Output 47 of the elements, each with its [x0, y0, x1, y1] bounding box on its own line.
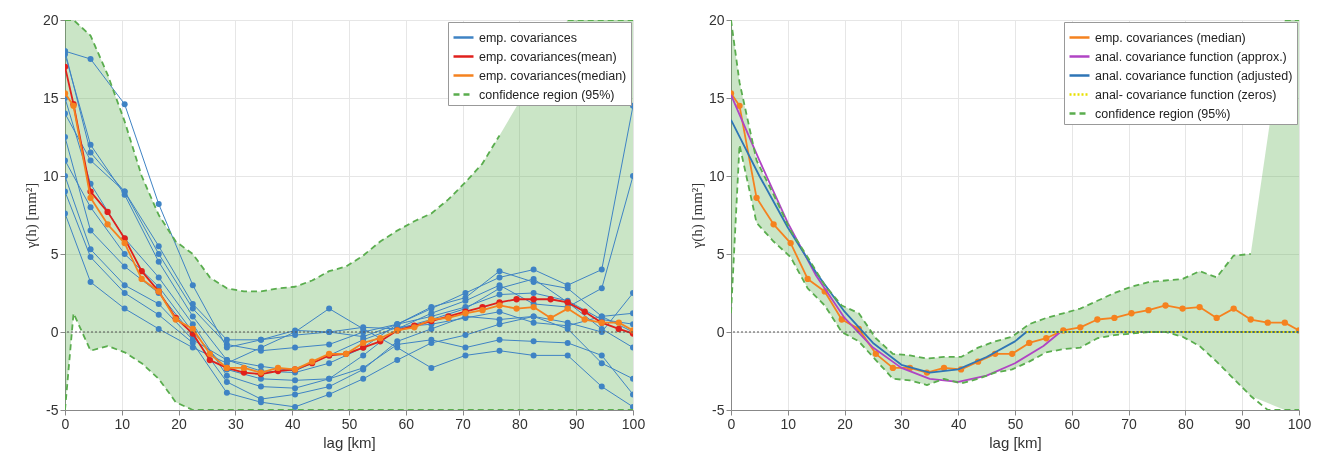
legend-label: confidence region (95%)	[1095, 106, 1231, 121]
x-tick-label: 100	[621, 415, 646, 432]
x-tick-label: 30	[894, 415, 910, 432]
x-tick-label: 90	[568, 415, 585, 432]
y-tick-label: 15	[42, 89, 59, 106]
y-tick-label: 5	[50, 245, 59, 262]
y-tick-label: 0	[50, 323, 59, 340]
y-tick-label: 10	[42, 167, 59, 184]
x-tick-label: 10	[114, 415, 131, 432]
legend-label: confidence region (95%)	[479, 87, 615, 102]
legend-label: emp. covariances(median)	[479, 68, 627, 83]
legend-label: emp. covariances(mean)	[479, 49, 617, 64]
x-tick-label: 10	[780, 415, 797, 432]
x-tick-label: 30	[228, 415, 244, 432]
y-axis-title: γ(h) [mm²]	[688, 182, 706, 250]
legend-label: anal. covariance function (approx.)	[1095, 49, 1287, 64]
y-axis-title: γ(h) [mm²]	[22, 182, 40, 250]
x-axis-title: lag [km]	[323, 433, 376, 451]
y-tick-label: 15	[708, 89, 725, 106]
y-tick-label: -5	[46, 401, 59, 418]
legend-label: anal. covariance function (adjusted)	[1095, 68, 1293, 83]
x-tick-label: 40	[950, 415, 967, 432]
x-tick-label: 80	[1178, 415, 1194, 432]
x-tick-label: 50	[1007, 415, 1024, 432]
x-tick-label: 20	[171, 415, 188, 432]
y-tick-label: 20	[708, 11, 725, 28]
legend-label: emp. covariances	[479, 30, 577, 45]
x-tick-label: 70	[1121, 415, 1138, 432]
x-tick-label: 0	[727, 415, 736, 432]
x-tick-label: 40	[284, 415, 301, 432]
y-tick-label: -5	[712, 401, 725, 418]
x-tick-label: 0	[61, 415, 70, 432]
y-tick-label: 20	[42, 11, 59, 28]
x-tick-label: 50	[341, 415, 358, 432]
x-tick-label: 80	[512, 415, 528, 432]
y-tick-label: 5	[716, 245, 725, 262]
legend-label: emp. covariances (median)	[1095, 30, 1246, 45]
x-tick-label: 60	[1064, 415, 1081, 432]
x-tick-label: 100	[1287, 415, 1312, 432]
legend-label: anal- covariance function (zeros)	[1095, 87, 1277, 102]
x-tick-label: 20	[837, 415, 854, 432]
x-tick-label: 90	[1234, 415, 1251, 432]
y-tick-label: 0	[716, 323, 725, 340]
x-tick-label: 70	[455, 415, 472, 432]
y-tick-label: 10	[708, 167, 725, 184]
x-tick-label: 60	[398, 415, 415, 432]
x-axis-title: lag [km]	[989, 433, 1042, 451]
